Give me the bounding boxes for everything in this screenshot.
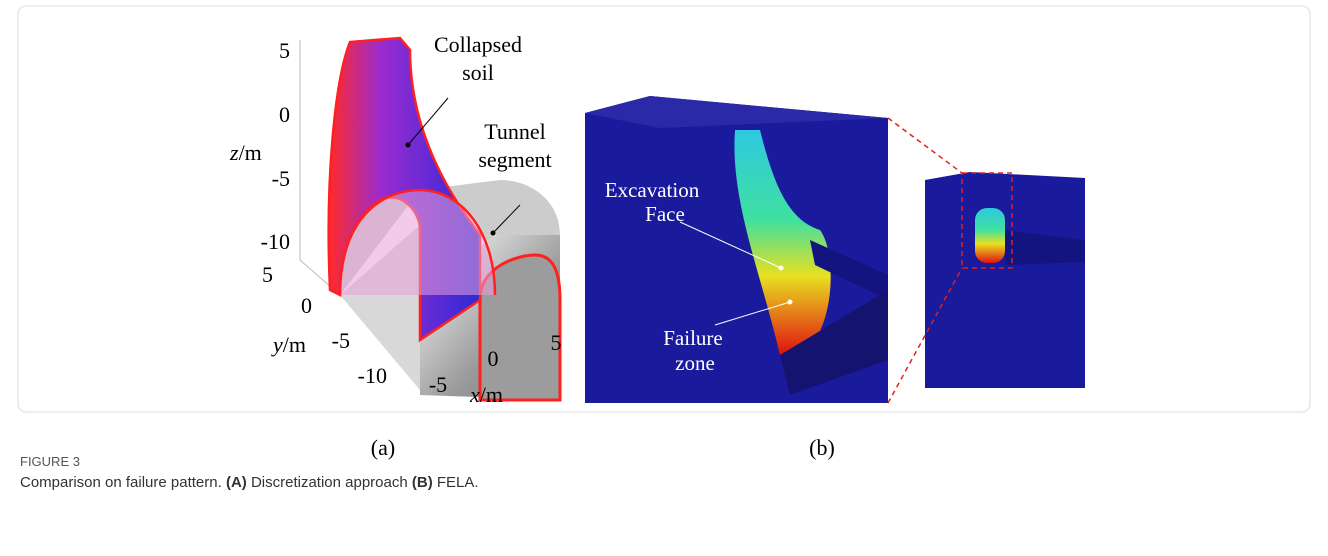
annotation: Tunnel [484, 119, 546, 144]
panel-label: (b) [809, 435, 835, 460]
caption-part: Comparison on failure pattern. [20, 474, 226, 491]
annotation: Excavation [605, 178, 700, 202]
annotation: Collapsed [434, 32, 522, 57]
figure-number: FIGURE 3 [20, 454, 80, 469]
axis-variable: x [469, 382, 480, 407]
panel-b-image [585, 96, 1085, 403]
annotation: soil [462, 60, 494, 85]
x-tick-label: 5 [551, 330, 562, 355]
page: {"figure": { "panel_a": { "label": "(a)"… [0, 0, 1328, 556]
z-tick-label: -10 [261, 229, 290, 254]
axis-unit: /m [480, 382, 503, 407]
caption-part: (B) [412, 474, 433, 491]
annotation: Failure [663, 326, 722, 350]
caption-part: Discretization approach [247, 474, 412, 491]
annotation: Face [645, 202, 685, 226]
caption-part: FELA. [433, 474, 479, 491]
axis-unit: /m [283, 332, 306, 357]
z-tick-label: 5 [279, 38, 290, 63]
annotation: zone [675, 351, 715, 375]
axis-title: z/m [229, 140, 262, 165]
panel-label: (a) [371, 435, 395, 460]
y-tick-label: 0 [301, 293, 312, 318]
axis-variable: y [271, 332, 283, 357]
z-tick-label: -5 [272, 166, 290, 191]
axis-title: y/m [271, 332, 306, 357]
axis-title: x/m [469, 382, 503, 407]
x-tick-label: 0 [488, 346, 499, 371]
x-tick-label: -5 [429, 372, 447, 397]
annotation: segment [478, 147, 551, 172]
caption-part: (A) [226, 474, 247, 491]
y-tick-label: -10 [358, 363, 387, 388]
axis-variable: z [229, 140, 239, 165]
axis-unit: /m [239, 140, 262, 165]
y-tick-label: -5 [332, 328, 350, 353]
caption: Comparison on failure pattern. (A) Discr… [20, 474, 479, 491]
y-tick-label: 5 [262, 262, 273, 287]
z-tick-label: 0 [279, 102, 290, 127]
figure: 50-5-1050-5-10-505z/my/mx/mCollapsedsoil… [0, 0, 1328, 556]
